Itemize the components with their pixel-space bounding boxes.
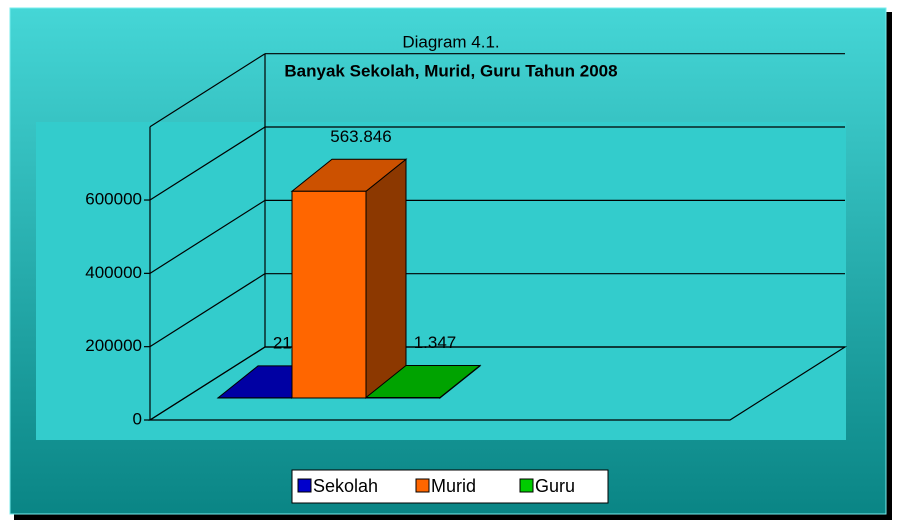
y-tick-label: 200000 [85, 336, 142, 355]
chart-title: Diagram 4.1. [402, 32, 499, 51]
grid-line [149, 53, 266, 128]
chart-subtitle: Banyak Sekolah, Murid, Guru Tahun 2008 [284, 61, 617, 80]
legend-label: Guru [535, 476, 575, 496]
grid-line [149, 346, 266, 421]
bar [291, 190, 367, 399]
legend-label: Murid [431, 476, 476, 496]
legend-swatch [415, 478, 430, 493]
value-label: 1.347 [414, 333, 457, 352]
y-tick-label: 400000 [85, 263, 142, 282]
bar-top-shade [292, 159, 406, 192]
bar-side-shade [366, 159, 406, 398]
grid-line [149, 126, 266, 201]
legend-swatch [519, 478, 534, 493]
grid-line [149, 199, 266, 274]
legend-swatch [297, 478, 312, 493]
value-label: 563.846 [330, 127, 391, 146]
grid-line [149, 273, 266, 348]
legend [291, 469, 609, 504]
y-tick-label: 600000 [85, 190, 142, 209]
bar-top-shade [366, 365, 480, 398]
legend-label: Sekolah [313, 476, 378, 496]
y-tick-label: 0 [133, 409, 142, 428]
